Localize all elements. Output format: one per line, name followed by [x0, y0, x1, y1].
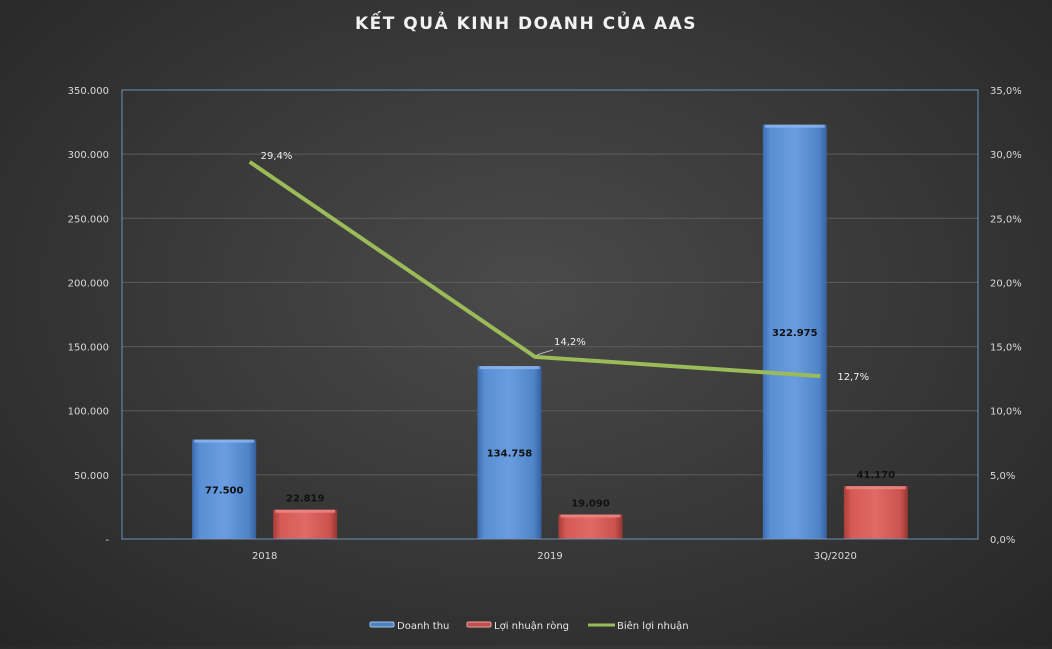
y-right-tick-label: 10,0%	[990, 407, 1022, 418]
x-category-label: 2019	[537, 551, 562, 562]
y-left-tick-label: 200.000	[68, 278, 109, 289]
chart-title: KẾT QUẢ KINH DOANH CỦA AAS	[355, 10, 697, 34]
line-data-label: 29,4%	[261, 151, 293, 162]
line-data-label: 14,2%	[554, 337, 586, 348]
y-right-tick-label: 20,0%	[990, 278, 1022, 289]
y-left-tick-label: 350.000	[68, 86, 109, 97]
legend-item: Doanh thu	[369, 621, 449, 632]
y-right-tick-label: 35,0%	[990, 86, 1022, 97]
x-category-label: 3Q/2020	[814, 551, 857, 562]
y-left-tick-label: 150.000	[68, 343, 109, 354]
legend-label: Biên lợi nhuận	[617, 620, 689, 632]
bar-bevel	[560, 514, 621, 518]
y-left-tick-label: 100.000	[68, 407, 109, 418]
y-right-tick-label: 0,0%	[990, 535, 1015, 546]
bar-series: 77.500 22.819 134.758 19.090 322.975 41.170	[192, 124, 908, 539]
bar-bevel	[275, 509, 336, 513]
line-data-label: 12,7%	[837, 372, 869, 383]
line-series-margin: 29,4% 14,2% 12,7%	[248, 151, 869, 383]
bar-loi-nhuan-rong	[273, 509, 338, 539]
bar-doanh-thu	[762, 124, 827, 539]
y-left-tick-label: 300.000	[68, 150, 109, 161]
bar-bevel	[194, 439, 255, 443]
y-axis-right: 0,0% 5,0% 10,0% 15,0% 20,0% 25,0% 30,0% 35,0%	[990, 86, 1022, 546]
y-left-tick-label: 250.000	[68, 214, 109, 225]
bar-data-label: 22.819	[286, 494, 325, 505]
bar-loi-nhuan-rong	[843, 486, 908, 539]
y-right-tick-label: 25,0%	[990, 214, 1022, 225]
leader-line	[536, 349, 554, 356]
y-axis-left: - 50.000 100.000 150.000 200.000 250.000 300.0…	[68, 86, 110, 546]
y-left-tick-label: 50.000	[74, 471, 109, 482]
line-bien-loi-nhuan	[248, 160, 821, 379]
legend-swatch-icon	[369, 621, 395, 628]
bar-data-label: 19.090	[571, 499, 610, 510]
legend-swatch-icon	[466, 621, 492, 628]
bar-doanh-thu	[192, 439, 257, 539]
bar-data-label: 322.975	[772, 328, 818, 339]
bar-bevel	[479, 366, 540, 370]
legend-label: Lợi nhuận ròng	[494, 620, 569, 632]
bar-data-label: 41.170	[857, 470, 896, 481]
x-category-label: 2018	[252, 551, 277, 562]
plot-area-border	[121, 89, 979, 540]
y-right-tick-label: 5,0%	[990, 471, 1015, 482]
bar-bevel	[845, 486, 906, 490]
y-left-tick-label: -	[105, 535, 109, 546]
y-right-tick-label: 15,0%	[990, 343, 1022, 354]
gridlines	[122, 153, 978, 476]
legend-item: Biên lợi nhuận	[588, 620, 689, 632]
legend: Doanh thu Lợi nhuận ròng Biên lợi nhuận	[369, 620, 689, 632]
bar-data-label: 134.758	[487, 449, 533, 460]
x-axis-categories: 2018 2019 3Q/2020	[252, 551, 857, 562]
legend-label: Doanh thu	[397, 621, 449, 632]
bar-bevel	[764, 124, 825, 128]
bar-doanh-thu	[477, 366, 542, 539]
bar-loi-nhuan-rong	[558, 514, 623, 539]
bar-data-label: 77.500	[205, 485, 244, 496]
y-right-tick-label: 30,0%	[990, 150, 1022, 161]
legend-item: Lợi nhuận ròng	[466, 620, 569, 632]
